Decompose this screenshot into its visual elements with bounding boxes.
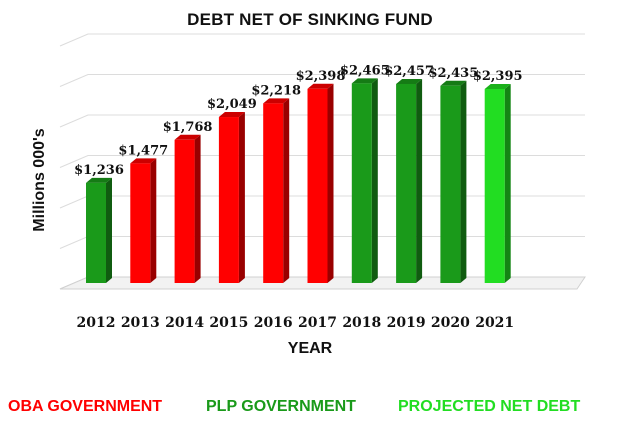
- data-label-2016: $2,218: [251, 83, 301, 98]
- legend-item-projected: PROJECTED NET DEBT: [398, 398, 581, 415]
- x-tick-2015: 2015: [209, 315, 248, 331]
- bar-side: [106, 177, 112, 283]
- x-tick-2012: 2012: [77, 315, 116, 331]
- bar-2013: [130, 158, 157, 283]
- data-label-2018: $2,465: [340, 63, 390, 78]
- x-tick-2013: 2013: [121, 315, 160, 331]
- bar-side: [283, 98, 290, 283]
- x-tick-2019: 2019: [387, 315, 426, 331]
- bar-top: [263, 98, 290, 104]
- bar-2015: [218, 112, 245, 283]
- x-tick-2020: 2020: [431, 315, 470, 331]
- x-tick-2017: 2017: [298, 315, 337, 331]
- x-tick-2021: 2021: [475, 315, 514, 331]
- data-label-2013: $1,477: [118, 143, 168, 158]
- bar-2014: [174, 134, 201, 283]
- data-label-2021: $2,395: [473, 69, 523, 84]
- data-label-2015: $2,049: [207, 97, 257, 112]
- gridline: [59, 33, 585, 47]
- x-tick-2018: 2018: [342, 315, 381, 331]
- bar-side: [194, 134, 201, 283]
- legend-item-oba: OBA GOVERNMENT: [8, 398, 163, 415]
- bar-front: [484, 89, 505, 283]
- data-labels: $1,236$1,477$1,768$2,049$2,218$2,398$2,4…: [74, 63, 522, 178]
- bar-front: [86, 182, 106, 283]
- bar-top: [396, 78, 423, 84]
- chart-title: DEBT NET OF SINKING FUND: [187, 10, 433, 29]
- bar-side: [416, 78, 423, 283]
- bars: [86, 78, 511, 284]
- bar-side: [327, 83, 334, 284]
- bar-front: [307, 88, 328, 284]
- bar-2018: [351, 78, 378, 284]
- bar-side: [238, 112, 245, 283]
- data-label-2020: $2,435: [429, 66, 479, 81]
- bar-front: [440, 85, 461, 283]
- bar-side: [460, 80, 467, 283]
- bar-front: [130, 163, 151, 283]
- legend: OBA GOVERNMENT PLP GOVERNMENT PROJECTED …: [0, 398, 620, 418]
- bar-top: [86, 177, 112, 183]
- bar-side: [150, 158, 157, 283]
- data-label-2012: $1,236: [74, 163, 124, 178]
- bar-2019: [396, 78, 423, 283]
- bar-top: [130, 158, 157, 164]
- bar-2012: [86, 177, 112, 283]
- bar-front: [218, 117, 239, 283]
- bar-front: [263, 103, 284, 283]
- bar-side: [504, 84, 511, 283]
- bar-top: [218, 112, 245, 118]
- bar-top: [174, 134, 201, 140]
- bar-top: [351, 78, 378, 84]
- bar-side: [371, 78, 378, 284]
- legend-item-plp: PLP GOVERNMENT: [206, 398, 356, 415]
- x-tick-2016: 2016: [254, 315, 293, 331]
- x-tick-labels: 2012 2013 2014 2015 2016 2017 2018 2019 2020 2021: [77, 315, 515, 331]
- bar-top: [484, 84, 511, 90]
- data-label-2017: $2,398: [296, 69, 346, 84]
- bar-2016: [263, 98, 290, 283]
- data-label-2019: $2,457: [384, 64, 434, 79]
- bar-top: [307, 83, 334, 89]
- bar-front: [351, 83, 372, 284]
- x-axis-label: YEAR: [287, 340, 333, 357]
- bar-front: [396, 83, 417, 283]
- bar-2020: [440, 80, 467, 283]
- data-label-2014: $1,768: [163, 120, 213, 135]
- gridline: [59, 74, 585, 87]
- bar-2017: [307, 83, 334, 284]
- bar-front: [174, 139, 195, 283]
- bar-top: [440, 80, 467, 86]
- bar-2021: [484, 84, 511, 283]
- x-tick-2014: 2014: [165, 315, 204, 331]
